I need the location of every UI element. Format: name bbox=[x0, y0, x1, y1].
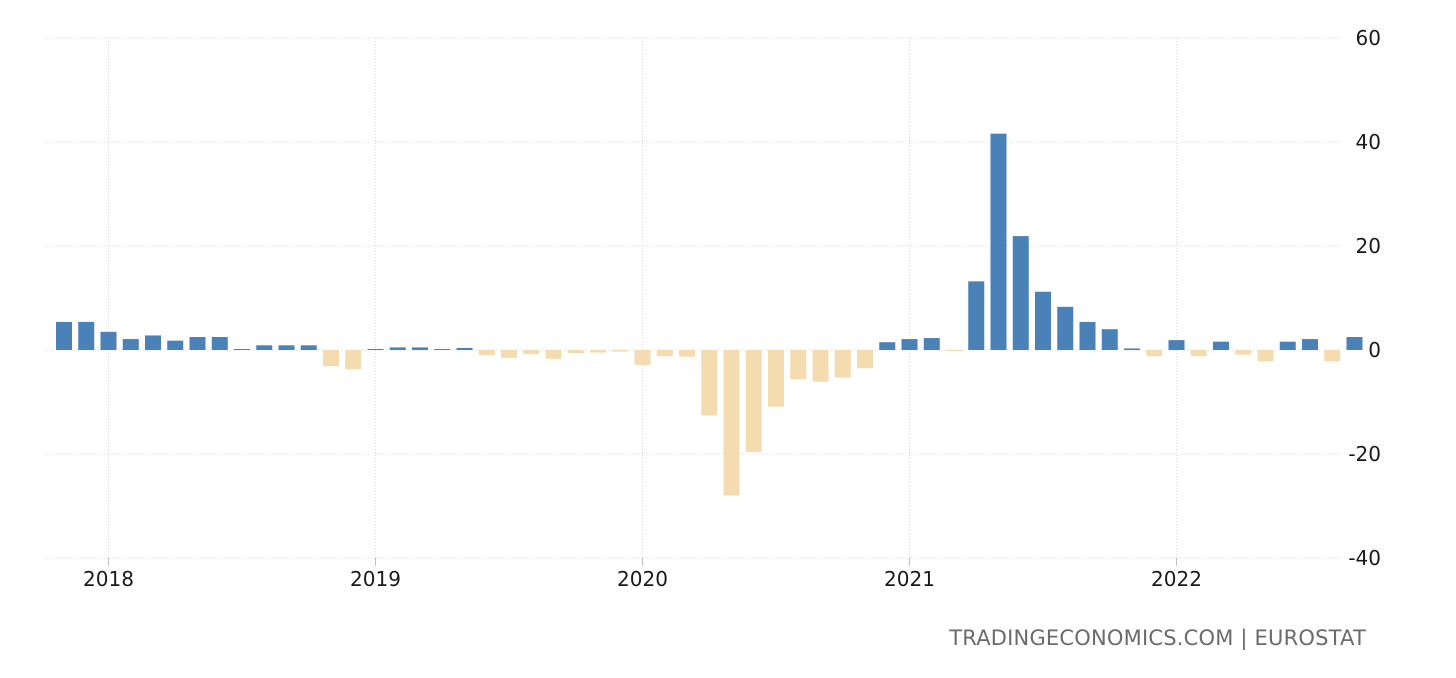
bar bbox=[879, 342, 896, 350]
bar bbox=[389, 347, 406, 350]
bar bbox=[278, 345, 295, 350]
grid bbox=[44, 37, 1340, 566]
bar bbox=[812, 350, 829, 382]
bar bbox=[901, 339, 918, 350]
bar bbox=[857, 350, 873, 369]
bar bbox=[923, 338, 940, 350]
y-tick-label: 0 bbox=[1368, 338, 1381, 362]
bar bbox=[612, 350, 629, 352]
bar bbox=[1079, 321, 1096, 350]
bar bbox=[478, 350, 495, 356]
bar bbox=[1324, 350, 1341, 362]
bar bbox=[1057, 306, 1074, 350]
bar bbox=[723, 350, 740, 496]
x-tick-label: 2020 bbox=[617, 567, 668, 591]
bar bbox=[167, 340, 184, 350]
bar bbox=[1235, 350, 1252, 355]
bar bbox=[567, 350, 584, 354]
bar bbox=[523, 350, 540, 355]
x-tick-label: 2019 bbox=[350, 567, 401, 591]
bar bbox=[656, 350, 673, 357]
bar bbox=[256, 345, 273, 350]
bar bbox=[679, 350, 695, 357]
x-tick-label: 2021 bbox=[884, 567, 935, 591]
bar bbox=[300, 345, 317, 350]
bar bbox=[968, 281, 985, 350]
bar bbox=[1279, 341, 1296, 350]
x-axis-ticks: 2018 2019 2020 2021 2022 bbox=[83, 567, 1202, 591]
bar bbox=[1302, 339, 1318, 350]
y-tick-label: -20 bbox=[1348, 442, 1381, 466]
x-tick-label: 2022 bbox=[1151, 567, 1202, 591]
bar bbox=[434, 349, 451, 350]
bar bbox=[1190, 350, 1207, 357]
bar bbox=[790, 350, 807, 380]
bar bbox=[100, 331, 117, 350]
bar bbox=[701, 350, 718, 416]
bar bbox=[634, 350, 651, 366]
bar bbox=[1346, 337, 1363, 350]
bar bbox=[323, 350, 339, 367]
bar bbox=[1168, 340, 1185, 350]
y-axis-ticks: 60 40 20 0 -20 -40 bbox=[1348, 26, 1381, 570]
bar bbox=[189, 337, 206, 350]
x-tick-label: 2018 bbox=[83, 567, 134, 591]
bar bbox=[545, 350, 562, 359]
bar bbox=[412, 347, 428, 350]
y-tick-label: 40 bbox=[1356, 130, 1381, 154]
y-tick-label: -40 bbox=[1348, 546, 1381, 570]
bar bbox=[234, 349, 250, 350]
bar bbox=[456, 347, 473, 350]
y-tick-label: 60 bbox=[1356, 26, 1381, 50]
bar bbox=[501, 350, 517, 358]
bar bbox=[834, 350, 851, 378]
bar bbox=[1257, 350, 1274, 362]
bar bbox=[78, 321, 95, 350]
bar bbox=[122, 339, 139, 350]
bar bbox=[345, 350, 362, 370]
bar bbox=[1012, 236, 1029, 350]
bar bbox=[990, 133, 1007, 350]
bar bbox=[946, 350, 962, 351]
bar bbox=[56, 321, 72, 350]
bar bbox=[367, 349, 384, 350]
bar bbox=[1124, 348, 1140, 350]
bar bbox=[1146, 350, 1163, 357]
bar bbox=[1213, 341, 1229, 350]
bar bbox=[1035, 291, 1051, 350]
bar bbox=[145, 335, 161, 350]
source-attribution: TRADINGECONOMICS.COM | EUROSTAT bbox=[949, 626, 1366, 650]
bar bbox=[211, 337, 228, 350]
y-tick-label: 20 bbox=[1356, 234, 1381, 258]
bar bbox=[1101, 329, 1118, 350]
bar bbox=[768, 350, 784, 407]
bars bbox=[56, 133, 1363, 496]
bar bbox=[745, 350, 762, 452]
bar bbox=[590, 350, 606, 353]
